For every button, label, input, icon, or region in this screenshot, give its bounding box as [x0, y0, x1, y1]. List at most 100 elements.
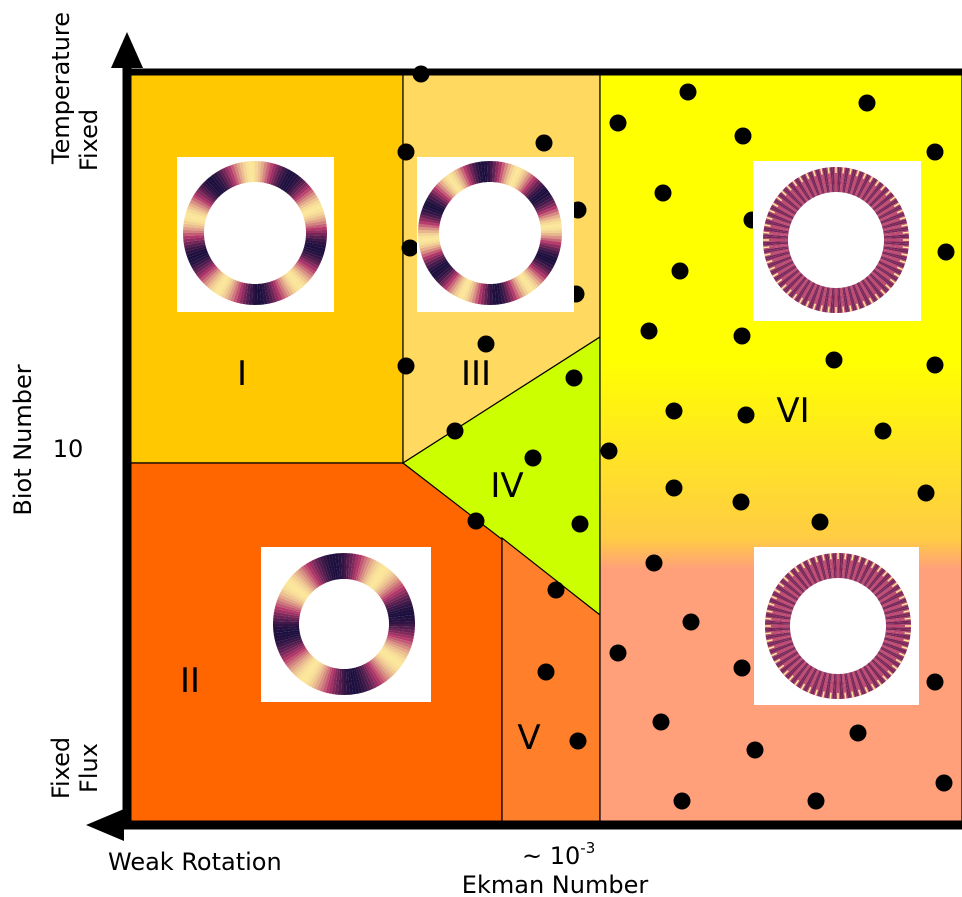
ring-segment [776, 268, 798, 285]
ring-streak [772, 202, 779, 208]
ring-segment [798, 666, 813, 689]
ring-segment [875, 655, 896, 672]
ring-segment [196, 189, 215, 204]
ring-streak [855, 170, 860, 177]
ring-segment [277, 639, 303, 652]
ring-segment [876, 264, 900, 279]
ring-segment [496, 283, 503, 305]
ring-segment [804, 283, 817, 307]
simulation-point [734, 127, 752, 145]
ring-segment [872, 270, 893, 288]
ring-segment [811, 670, 822, 695]
ring-segment [296, 191, 316, 206]
ring-segment [305, 661, 322, 686]
ring-streak [792, 293, 798, 300]
ring-segment [331, 668, 339, 695]
ring-segment [251, 161, 256, 183]
ring-segment [383, 591, 409, 606]
ring-streak [786, 185, 792, 191]
ring-segment [763, 232, 789, 237]
ring-segment [490, 161, 494, 183]
ring-segment [826, 287, 831, 313]
ring-segment [421, 208, 443, 218]
ring-segment [837, 167, 840, 193]
ring-segment [305, 233, 327, 237]
ring-segment [822, 167, 829, 193]
ring-segment [291, 654, 313, 675]
ring-segment [765, 629, 791, 634]
ring-segment [782, 657, 803, 675]
ring-segment [817, 169, 825, 194]
ring-streak [772, 272, 779, 278]
ring-segment [870, 571, 889, 592]
ring-segment [388, 627, 415, 634]
ring-segment [875, 266, 898, 282]
ring-segment [349, 553, 357, 580]
ring-segment [772, 647, 796, 661]
ring-segment [388, 617, 415, 623]
ring-segment [434, 184, 453, 201]
ring-segment [766, 608, 792, 617]
ring-segment [448, 274, 463, 294]
ring-segment [296, 260, 316, 275]
ring-segment [530, 189, 550, 204]
ring-segment [842, 167, 848, 193]
ring-segment [869, 187, 888, 207]
ring-segment [772, 201, 796, 216]
ring-segment [779, 270, 800, 288]
ring-segment [787, 184, 805, 205]
ring-segment [385, 639, 411, 652]
ring-segment [328, 554, 337, 581]
ring-segment [515, 276, 529, 296]
ring-segment [381, 646, 406, 663]
ring-segment [505, 164, 515, 186]
ring-segment [871, 574, 891, 593]
ring-segment [186, 208, 208, 218]
simulation-point [571, 515, 589, 533]
ring-segment [883, 230, 909, 236]
ring-segment [765, 221, 790, 229]
ring-segment [285, 649, 309, 668]
ring-segment [775, 651, 798, 666]
ring-segment [282, 274, 297, 294]
ring-segment [186, 248, 208, 258]
ring-segment [274, 631, 301, 640]
ring-segment [764, 249, 790, 258]
simulation-point [665, 479, 683, 497]
ring-segment [885, 631, 911, 636]
ring-segment [765, 627, 791, 630]
ring-streak [794, 566, 800, 573]
ring-segment [830, 673, 835, 699]
ring-segment [251, 283, 255, 305]
ring-segment [319, 666, 331, 692]
ring-segment [279, 591, 305, 605]
ring-segment [540, 237, 562, 243]
ring-segment [885, 614, 911, 620]
ring-segment [845, 553, 852, 579]
ring-segment [279, 642, 305, 657]
ring-segment [184, 214, 206, 222]
ring-segment [540, 235, 562, 240]
ring-segment [784, 187, 803, 207]
ring-segment [819, 555, 827, 580]
ring-segment [840, 673, 844, 699]
ring-segment [769, 208, 793, 221]
ring-segment [527, 265, 546, 282]
ring-segment [184, 243, 206, 252]
x-axis-title: Ekman Number [462, 871, 649, 897]
ring-segment [213, 274, 228, 294]
ring-segment [828, 673, 833, 699]
ring-segment [858, 668, 872, 692]
ring-segment [765, 622, 791, 625]
ring-segment [372, 569, 393, 591]
ring-segment [763, 244, 789, 250]
ring-segment [426, 196, 446, 210]
ring-segment [292, 265, 311, 282]
ring-segment [483, 283, 488, 305]
ring-segment [522, 270, 539, 289]
ring-segment [884, 637, 909, 645]
ring-segment [303, 211, 325, 220]
ring-segment [883, 234, 909, 238]
ring-segment [861, 177, 876, 200]
ring-segment [768, 601, 793, 612]
